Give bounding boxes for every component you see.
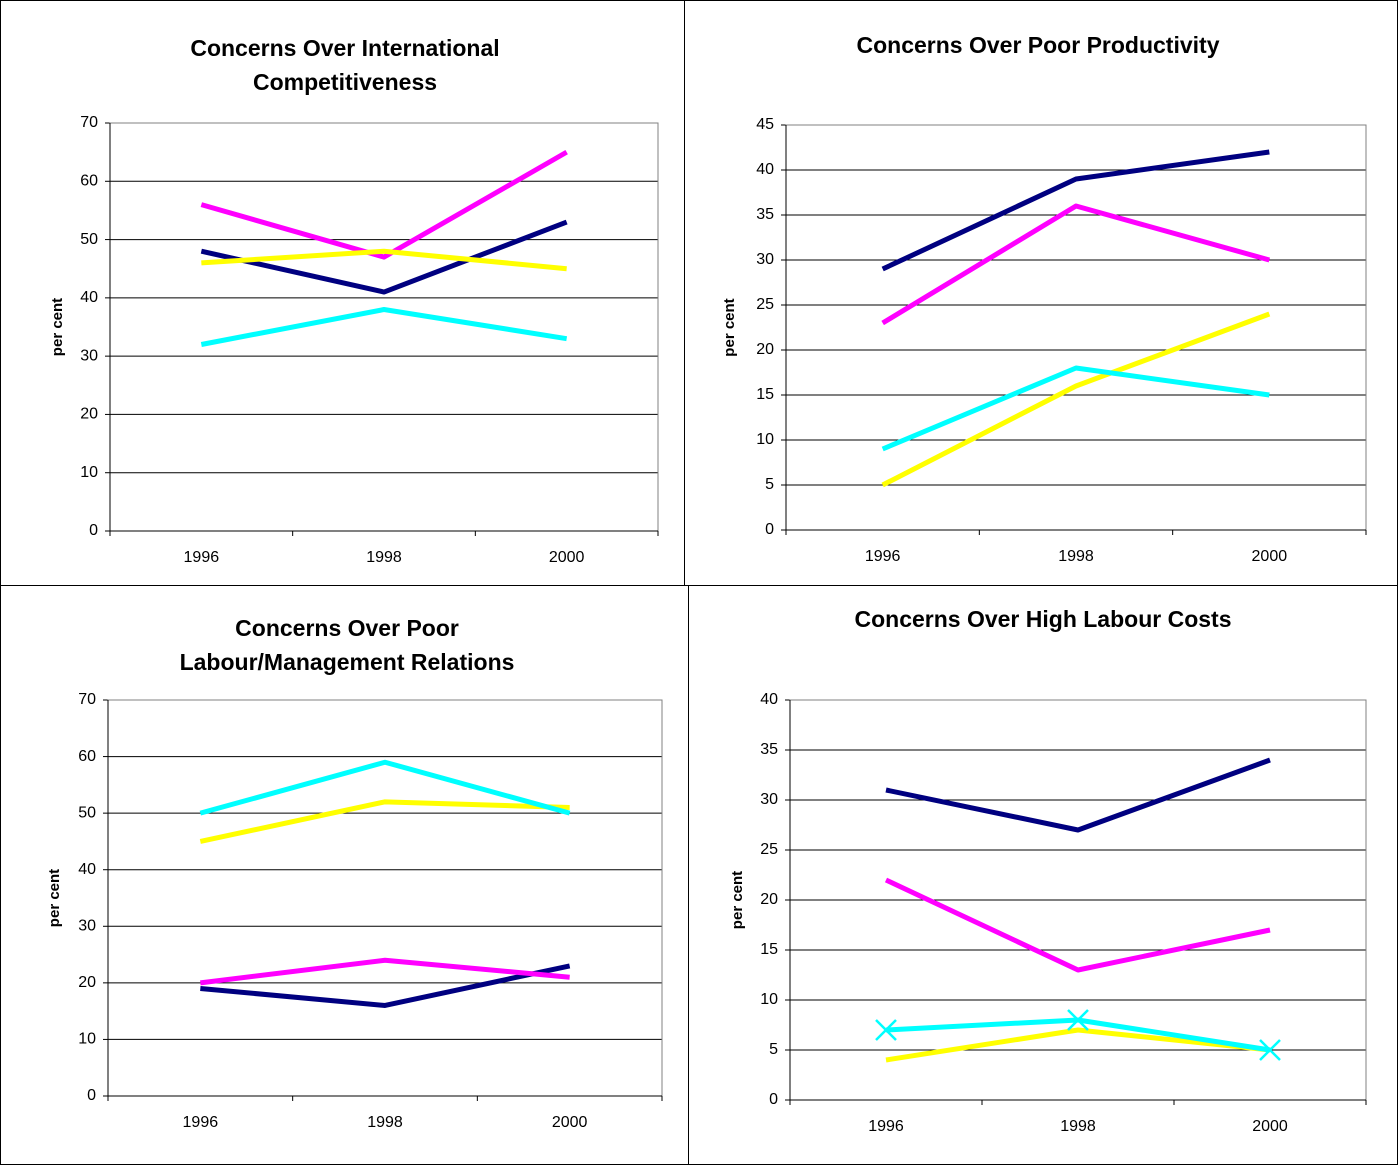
y-tick-label: 35 — [756, 206, 774, 223]
series-line — [885, 757, 1271, 833]
y-axis-label: per cent — [721, 298, 738, 356]
x-tick-label: 1996 — [183, 1114, 219, 1131]
series-line — [884, 877, 1271, 973]
series-line — [201, 248, 567, 272]
series-line — [881, 365, 1270, 452]
y-tick-label: 30 — [760, 791, 778, 808]
x-tick-label: 1996 — [868, 1118, 904, 1135]
chart-title: Concerns Over High Labour Costs — [854, 606, 1231, 632]
plot-area — [785, 124, 1367, 531]
x-tick-label: 1996 — [865, 548, 901, 565]
y-tick-label: 30 — [78, 918, 96, 935]
y-axis-label: per cent — [729, 871, 746, 929]
marker — [1259, 1039, 1281, 1061]
y-tick-label: 0 — [89, 522, 98, 539]
plot-area — [107, 699, 663, 1097]
series-line — [881, 149, 1270, 272]
y-tick-label: 15 — [760, 941, 778, 958]
x-tick-label: 2000 — [549, 549, 585, 566]
y-tick-label: 10 — [756, 431, 774, 448]
series-line — [200, 149, 568, 260]
x-tick-label: 1998 — [366, 549, 402, 566]
series-line — [200, 307, 568, 347]
y-tick-label: 10 — [78, 1031, 96, 1048]
y-tick-label: 0 — [87, 1087, 96, 1104]
x-tick-label: 1998 — [1060, 1118, 1096, 1135]
y-tick-label: 20 — [78, 974, 96, 991]
y-tick-label: 20 — [756, 341, 774, 358]
y-tick-label: 60 — [78, 748, 96, 765]
chart-title: Concerns Over Poor — [235, 615, 459, 641]
series-line — [200, 219, 568, 295]
y-tick-label: 40 — [78, 861, 96, 878]
y-tick-label: 0 — [769, 1091, 778, 1108]
chart-title: Competitiveness — [253, 69, 437, 95]
y-axis-label: per cent — [49, 298, 66, 356]
x-tick-label: 2000 — [552, 1114, 588, 1131]
series-line — [881, 311, 1271, 488]
y-tick-label: 10 — [80, 464, 98, 481]
marker — [875, 1019, 897, 1041]
y-tick-label: 25 — [760, 841, 778, 858]
y-axis-label: per cent — [46, 869, 63, 927]
y-tick-label: 60 — [80, 173, 98, 190]
y-tick-label: 35 — [760, 741, 778, 758]
series-line — [199, 759, 571, 816]
plot-area — [109, 122, 659, 532]
series-line — [199, 799, 570, 844]
marker — [1067, 1009, 1089, 1031]
y-tick-label: 70 — [80, 114, 98, 131]
y-tick-label: 45 — [756, 116, 774, 133]
y-tick-label: 25 — [756, 296, 774, 313]
series-line — [200, 963, 571, 1008]
chart-title: Concerns Over Poor Productivity — [857, 32, 1220, 58]
y-tick-label: 15 — [756, 386, 774, 403]
y-tick-label: 70 — [78, 691, 96, 708]
y-tick-label: 30 — [80, 347, 98, 364]
y-tick-label: 50 — [80, 231, 98, 248]
series-line — [200, 957, 570, 986]
y-tick-label: 20 — [760, 891, 778, 908]
x-tick-label: 2000 — [1252, 1118, 1288, 1135]
y-tick-label: 40 — [756, 161, 774, 178]
y-tick-label: 40 — [760, 691, 778, 708]
y-tick-label: 30 — [756, 251, 774, 268]
y-tick-label: 5 — [769, 1041, 778, 1058]
series-line — [885, 1027, 1271, 1063]
y-tick-label: 40 — [80, 289, 98, 306]
x-tick-label: 2000 — [1252, 548, 1288, 565]
y-tick-label: 5 — [765, 476, 774, 493]
y-tick-label: 20 — [80, 406, 98, 423]
y-tick-label: 0 — [765, 521, 774, 538]
series-line — [881, 203, 1271, 326]
y-tick-label: 10 — [760, 991, 778, 1008]
x-tick-label: 1998 — [1058, 548, 1094, 565]
chart-title: Labour/Management Relations — [180, 649, 515, 675]
chart-title: Concerns Over International — [190, 35, 499, 61]
y-tick-label: 50 — [78, 804, 96, 821]
x-tick-label: 1998 — [367, 1114, 403, 1131]
x-tick-label: 1996 — [184, 549, 220, 566]
